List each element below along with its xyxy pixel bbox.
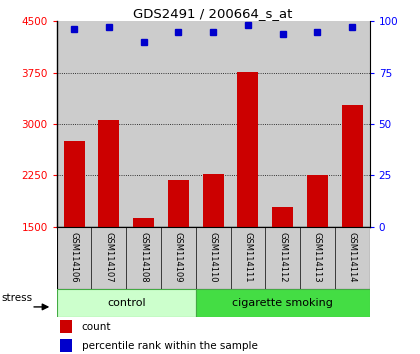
Title: GDS2491 / 200664_s_at: GDS2491 / 200664_s_at	[134, 7, 293, 20]
Bar	[342, 105, 362, 227]
Text: GSM114108: GSM114108	[139, 232, 148, 282]
Text: GSM114113: GSM114113	[313, 232, 322, 282]
Text: stress: stress	[1, 293, 32, 303]
Bar	[307, 175, 328, 227]
Text: percentile rank within the sample: percentile rank within the sample	[82, 341, 257, 350]
Text: GSM114112: GSM114112	[278, 232, 287, 282]
Bar	[203, 173, 223, 227]
Text: count: count	[82, 322, 111, 332]
Text: control: control	[107, 298, 146, 308]
Text: GSM114109: GSM114109	[174, 232, 183, 282]
Bar	[60, 339, 72, 352]
Bar	[196, 289, 370, 317]
Bar	[98, 120, 119, 227]
Text: cigarette smoking: cigarette smoking	[232, 298, 333, 308]
Bar	[168, 181, 189, 227]
Bar	[64, 141, 84, 227]
Bar	[237, 72, 258, 227]
Bar	[133, 218, 154, 227]
Bar	[272, 207, 293, 227]
Text: GSM114106: GSM114106	[70, 232, 79, 282]
Text: GSM114107: GSM114107	[104, 232, 113, 282]
Bar	[57, 289, 196, 317]
Text: GSM114114: GSM114114	[348, 232, 357, 282]
Text: GSM114111: GSM114111	[244, 232, 252, 282]
Bar	[60, 320, 72, 333]
Text: GSM114110: GSM114110	[209, 232, 218, 282]
